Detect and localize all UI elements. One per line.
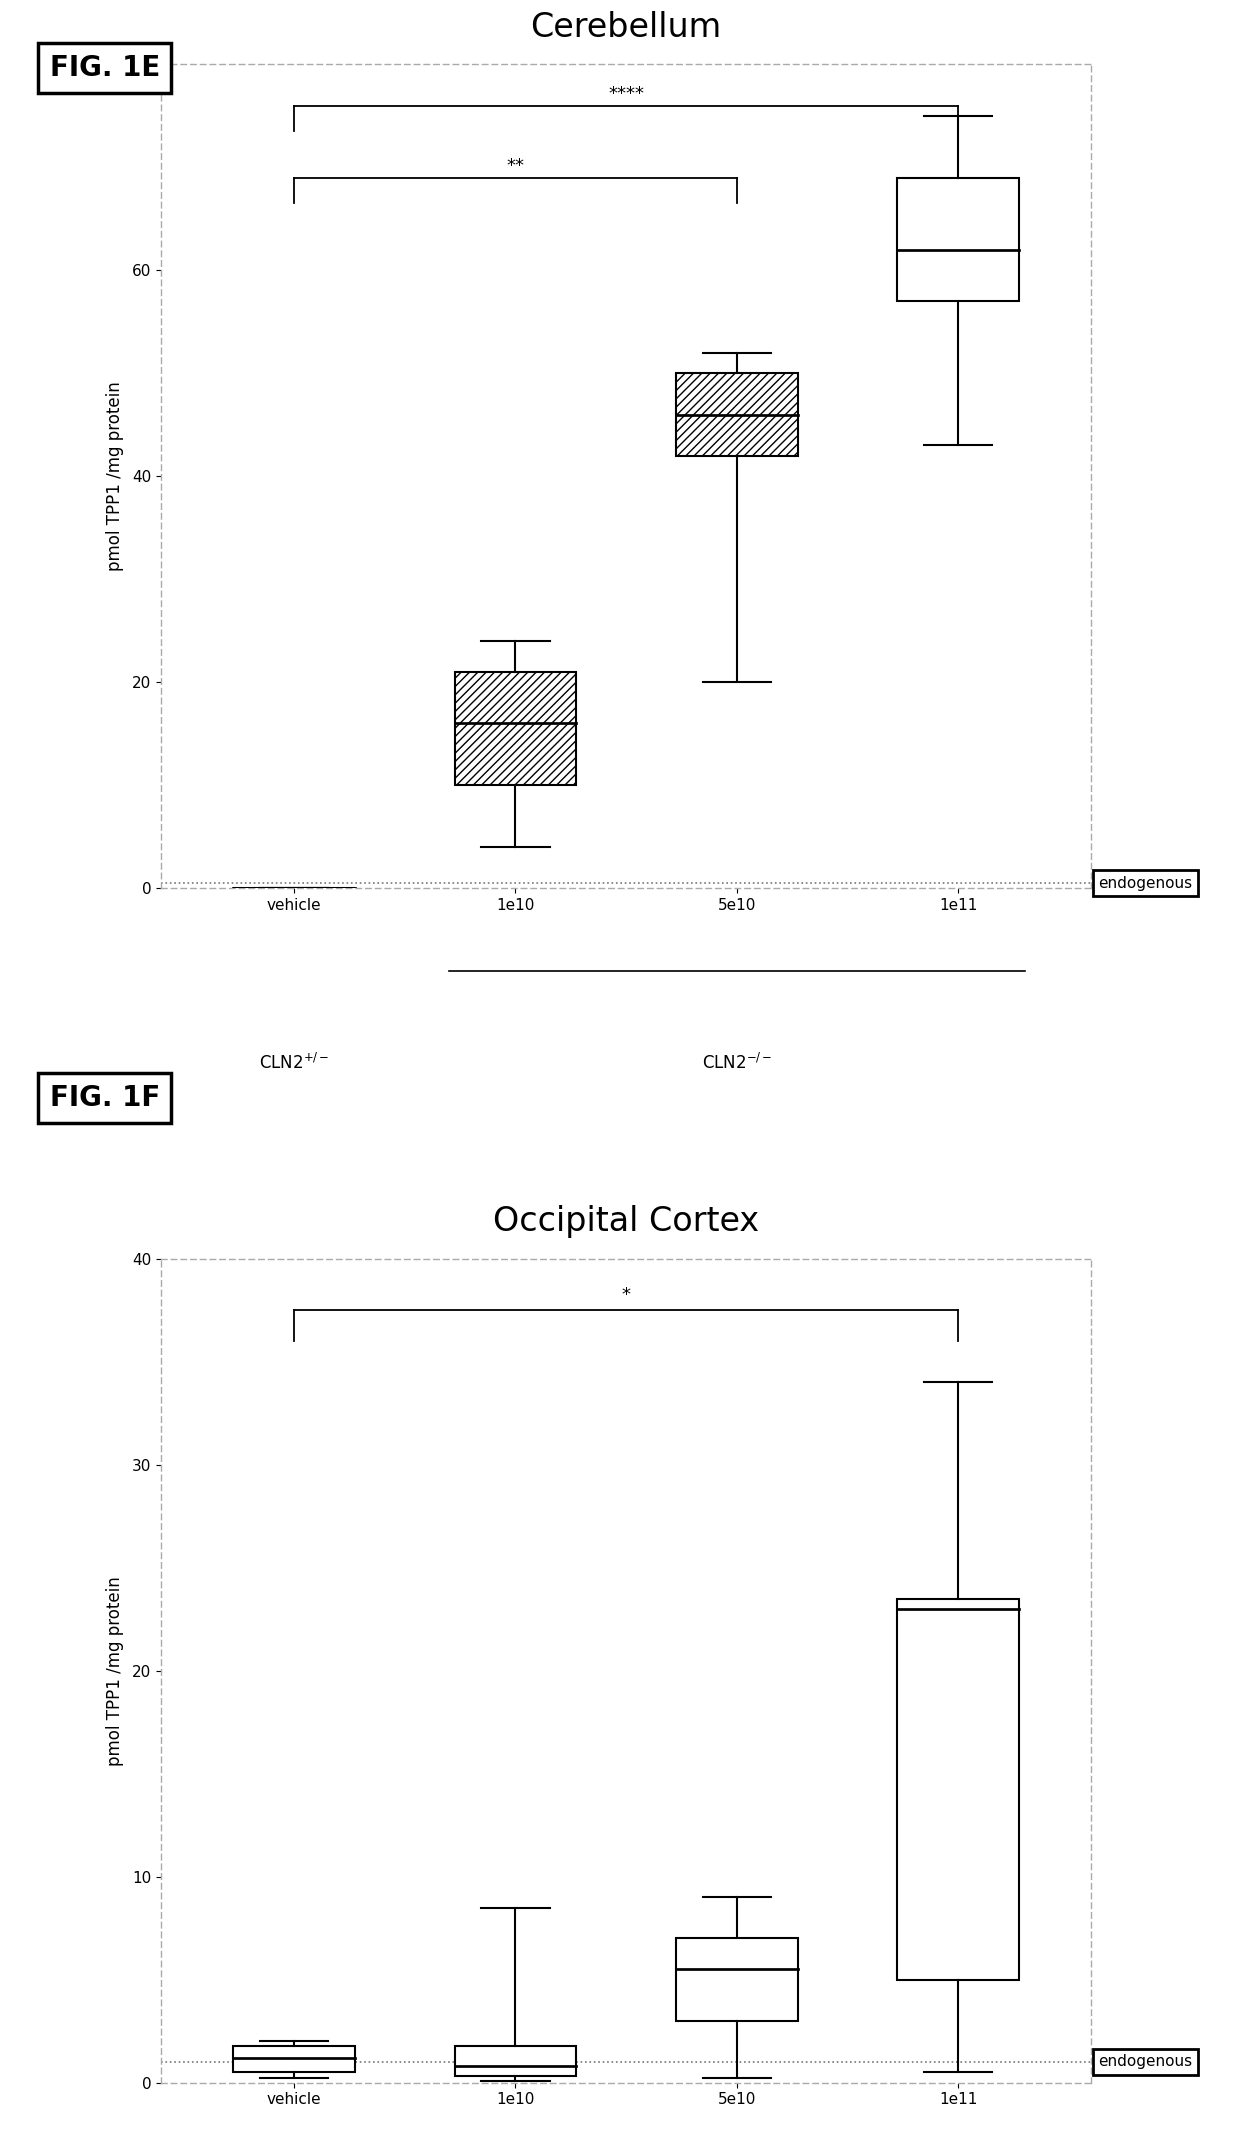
FancyBboxPatch shape bbox=[676, 1939, 797, 2020]
FancyBboxPatch shape bbox=[898, 1600, 1019, 1980]
Text: endogenous: endogenous bbox=[1099, 2055, 1193, 2070]
Text: endogenous: endogenous bbox=[1099, 876, 1193, 891]
Title: Cerebellum: Cerebellum bbox=[531, 11, 722, 43]
FancyBboxPatch shape bbox=[898, 178, 1019, 301]
FancyBboxPatch shape bbox=[233, 2046, 355, 2072]
Title: Occipital Cortex: Occipital Cortex bbox=[494, 1204, 759, 1239]
Text: **: ** bbox=[506, 157, 525, 174]
Y-axis label: pmol TPP1 /mg protein: pmol TPP1 /mg protein bbox=[105, 1576, 124, 1765]
Text: CLN2$^{-/-}$: CLN2$^{-/-}$ bbox=[702, 1052, 773, 1074]
FancyBboxPatch shape bbox=[676, 374, 797, 455]
Text: FIG. 1F: FIG. 1F bbox=[50, 1084, 160, 1112]
Text: ****: **** bbox=[608, 84, 645, 103]
Y-axis label: pmol TPP1 /mg protein: pmol TPP1 /mg protein bbox=[105, 382, 124, 571]
FancyBboxPatch shape bbox=[455, 672, 577, 786]
Text: FIG. 1E: FIG. 1E bbox=[50, 54, 160, 82]
Text: CLN2$^{+/-}$: CLN2$^{+/-}$ bbox=[259, 1052, 330, 1074]
Text: *: * bbox=[621, 1286, 631, 1303]
FancyBboxPatch shape bbox=[455, 2046, 577, 2076]
